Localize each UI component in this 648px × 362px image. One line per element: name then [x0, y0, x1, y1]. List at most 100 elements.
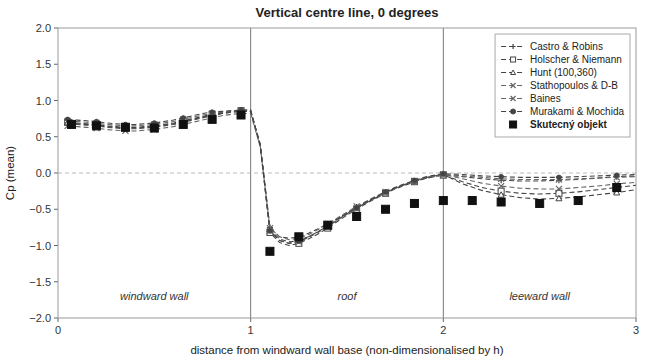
data-point [498, 192, 504, 197]
data-point [354, 206, 360, 212]
data-point [121, 123, 129, 131]
data-point [410, 199, 418, 207]
legend-marker [511, 96, 516, 101]
data-point [93, 122, 101, 130]
plot-frame [58, 28, 636, 318]
data-point [440, 171, 446, 177]
x-axis-label: distance from windward wall base (non-di… [190, 344, 503, 356]
data-point [614, 185, 620, 191]
data-point [556, 195, 562, 200]
data-point [122, 124, 128, 130]
data-point [150, 124, 158, 132]
data-point [382, 205, 390, 213]
data-point [499, 174, 504, 179]
series [65, 108, 636, 244]
series [65, 108, 636, 242]
x-tick-label: 0 [55, 324, 61, 336]
data-point [210, 110, 215, 115]
y-tick-label: 0.5 [36, 131, 51, 143]
legend-label: Baines [530, 93, 561, 104]
y-tick [54, 281, 58, 282]
region-label: windward wall [120, 290, 189, 302]
x-tick-label: 3 [633, 324, 639, 336]
x-tick-label: 2 [440, 324, 446, 336]
data-point [383, 190, 389, 196]
y-tick [54, 64, 58, 65]
y-tick-label: 2.0 [36, 22, 51, 34]
legend-label: Hunt (100,360) [530, 67, 597, 78]
x-tick-label: 1 [248, 324, 254, 336]
region-label: roof [338, 290, 358, 302]
data-point [441, 171, 446, 176]
series-line [68, 110, 636, 243]
data-point [353, 213, 361, 221]
title: Vertical centre line, 0 degrees [256, 5, 439, 20]
data-point [497, 198, 505, 206]
data-point [411, 178, 417, 184]
data-point [383, 190, 388, 195]
data-point [556, 186, 562, 192]
plot-area [65, 108, 636, 256]
data-point [383, 189, 389, 195]
data-point [383, 190, 389, 195]
y-tick [54, 318, 58, 319]
legend-marker [511, 57, 516, 62]
data-point [411, 179, 417, 185]
data-point [440, 171, 446, 177]
y-tick [54, 209, 58, 210]
data-point [268, 229, 273, 234]
y-tick-label: −2.0 [29, 312, 51, 324]
y-axis-label: Cp (mean) [4, 146, 16, 200]
data-point [536, 199, 544, 207]
legend-label: Stathopoulos & D-B [530, 80, 618, 91]
data-point [354, 206, 359, 211]
data-point [266, 247, 274, 255]
data-point [440, 171, 446, 176]
x-tick [636, 318, 637, 322]
data-point [180, 121, 186, 127]
legend-label: Holscher & Niemann [530, 54, 622, 65]
data-point [296, 234, 302, 240]
axes: 0123−2.0−1.5−1.0−0.50.00.51.01.52.0 [29, 22, 639, 336]
plot-background [58, 28, 636, 318]
data-point [613, 184, 621, 192]
y-tick-label: −0.5 [29, 203, 51, 215]
data-point [354, 203, 360, 209]
y-tick [54, 245, 58, 246]
x-tick [58, 318, 59, 322]
reference-lines [58, 28, 636, 318]
y-tick [54, 136, 58, 137]
data-point [574, 197, 582, 205]
y-tick [54, 100, 58, 101]
legend-label: Skutecný objekt [530, 119, 607, 130]
y-tick [54, 28, 58, 29]
data-point [557, 175, 562, 180]
data-point [94, 123, 100, 129]
legend-marker [511, 109, 516, 114]
legend-label: Castro & Robins [530, 41, 603, 52]
x-tick [250, 318, 251, 322]
data-point [267, 228, 273, 234]
data-point [383, 190, 389, 196]
data-point [67, 120, 75, 128]
data-point [383, 190, 389, 196]
y-tick-label: 1.0 [36, 95, 51, 107]
zero-line [58, 173, 636, 174]
data-point [498, 183, 504, 189]
data-point [614, 173, 619, 178]
data-point [440, 172, 446, 178]
data-point [324, 221, 332, 229]
y-tick-label: 1.5 [36, 58, 51, 70]
legend-marker [511, 44, 516, 49]
data-point [237, 111, 245, 119]
legend-marker [510, 121, 517, 128]
data-point [614, 174, 620, 180]
data-point [179, 120, 187, 128]
data-point [411, 178, 417, 184]
legend-box [495, 34, 630, 137]
data-point [354, 206, 360, 212]
series [65, 108, 636, 245]
data-point [440, 172, 446, 178]
data-point [412, 178, 417, 183]
data-point [267, 229, 273, 235]
